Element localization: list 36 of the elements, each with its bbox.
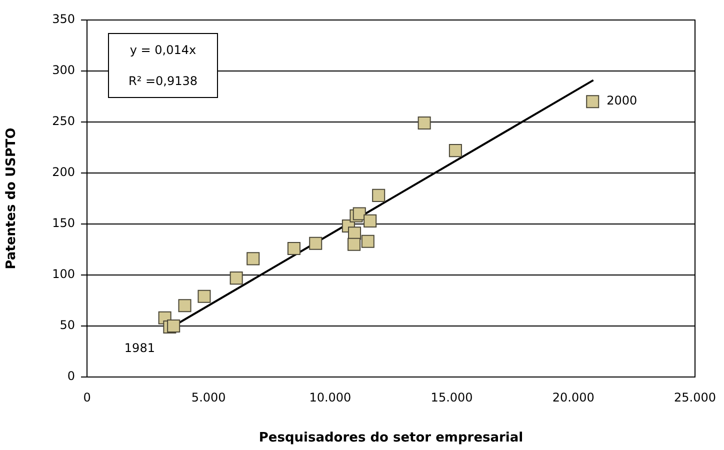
point (364, 214, 377, 228)
point (348, 238, 361, 251)
point (198, 290, 211, 303)
x-tick-label: 20.000 (552, 390, 594, 404)
point (352, 207, 366, 220)
point (230, 272, 243, 285)
equation-box: y = 0,014x R² =0,9138 (108, 33, 218, 98)
x-axis-title: Pesquisadores do setor empresarial (258, 430, 524, 446)
annotation: 1981 (124, 341, 155, 356)
y-tick-label: 100 (52, 267, 75, 282)
y-tick-label: 50 (60, 318, 75, 332)
x-tick-label: 25.000 (674, 390, 716, 404)
y-axis-title: Patentes do USPTO (4, 128, 20, 270)
x-tick-label: 10.000 (309, 390, 352, 404)
y-tick-label: 200 (52, 165, 75, 180)
annotation: y = 0,014x (130, 42, 196, 57)
x-tick-label: 5.000 (191, 390, 226, 404)
point (372, 188, 386, 202)
y-tick-label: 150 (52, 216, 75, 230)
x-tick-label: 0 (83, 390, 91, 404)
point (309, 236, 322, 250)
y-tick-label: 250 (52, 114, 75, 128)
y-tick-label: 350 (52, 12, 75, 26)
point (586, 95, 600, 108)
point (448, 144, 462, 158)
annotation: R² =0,9138 (128, 74, 198, 88)
y-tick-label: 300 (52, 63, 75, 78)
point (418, 116, 431, 130)
point (246, 252, 260, 266)
y-tick-label: 0 (67, 369, 75, 384)
point (178, 299, 192, 312)
point (167, 319, 180, 333)
point (287, 242, 300, 255)
annotation: 2000 (606, 94, 638, 108)
point (361, 234, 374, 248)
x-tick-label: 15.000 (430, 390, 473, 404)
